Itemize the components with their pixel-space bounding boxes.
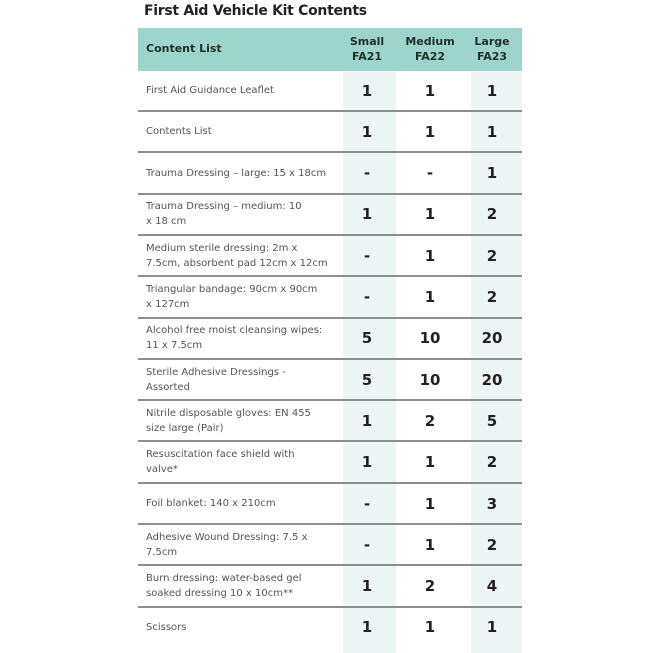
- quantity-small: 1: [361, 205, 373, 224]
- quantity-medium: 1: [424, 494, 436, 513]
- quantity-small: 1: [361, 577, 373, 596]
- page-title: First Aid Vehicle Kit Contents: [144, 3, 367, 19]
- quantity-large: 20: [481, 329, 503, 348]
- quantity-medium: 1: [424, 81, 436, 100]
- item-label: Resuscitation face shield with valve*: [146, 449, 295, 476]
- item-label: Trauma Dressing – large: 15 x 18cm: [146, 167, 327, 179]
- quantity-large: 4: [486, 577, 498, 596]
- small-column-shade: [343, 71, 396, 653]
- large-column-shade: [471, 71, 522, 653]
- item-label: Burn dressing: water-based gel soaked dr…: [146, 573, 302, 600]
- item-label: Adhesive Wound Dressing: 7.5 x 7.5cm: [146, 531, 308, 558]
- table-row: Scissors 1 1 1: [138, 608, 522, 649]
- quantity-small: 1: [361, 411, 373, 430]
- quantity-small: 1: [361, 81, 373, 100]
- item-label: Foil blanket: 140 x 210cm: [146, 498, 276, 509]
- quantity-large: 1: [486, 122, 498, 141]
- quantity-large: 1: [486, 618, 498, 637]
- quantity-small: -: [363, 164, 371, 183]
- quantity-small: 1: [361, 122, 373, 141]
- table-row: Alcohol free moist cleansing wipes: 11 x…: [138, 319, 522, 360]
- quantity-medium: -: [426, 164, 434, 183]
- quantity-medium: 1: [424, 246, 436, 265]
- quantity-medium: 1: [424, 618, 436, 637]
- quantity-large: 3: [486, 494, 498, 513]
- item-label: Alcohol free moist cleansing wipes: 11 x…: [146, 325, 323, 352]
- header-small: Small FA21: [349, 35, 385, 63]
- item-label: Sterile Adhesive Dressings - Assorted: [146, 366, 286, 393]
- quantity-small: -: [363, 246, 371, 265]
- header-content-list: Content List: [146, 42, 222, 55]
- item-label: Contents List: [146, 126, 212, 138]
- item-label: Trauma Dressing – medium: 10 x 18 cm: [146, 201, 302, 228]
- quantity-small: -: [363, 535, 371, 554]
- table-header: Content List Small FA21 Medium FA22 Larg…: [138, 28, 522, 71]
- quantity-large: 1: [486, 81, 498, 100]
- quantity-small: -: [363, 494, 371, 513]
- item-label: Triangular bandage: 90cm x 90cm x 127cm: [146, 284, 318, 310]
- table-row: Contents List 1 1 1: [138, 112, 522, 154]
- table-row: Sterile Adhesive Dressings - Assorted 5 10…: [138, 360, 522, 402]
- quantity-large: 2: [486, 288, 498, 306]
- quantity-medium: 10: [419, 370, 441, 389]
- table-row: Adhesive Wound Dressing: 7.5 x 7.5cm - 1 2: [138, 525, 522, 567]
- table-row: Foil blanket: 140 x 210cm - 1 3: [138, 484, 522, 525]
- quantity-medium: 2: [424, 577, 436, 596]
- item-label: Medium sterile dressing: 2m x 7.5cm, abs…: [146, 242, 328, 269]
- quantity-medium: 1: [424, 122, 436, 141]
- item-label: Nitrile disposable gloves: EN 455 size l…: [146, 407, 311, 434]
- table-row: Trauma Dressing – medium: 10 x 18 cm 1 1 2: [138, 195, 522, 236]
- header-large: Large FA23: [474, 35, 510, 63]
- table-row: Medium sterile dressing: 2m x 7.5cm, abs…: [138, 236, 522, 278]
- quantity-large: 2: [486, 535, 498, 554]
- quantity-medium: 1: [424, 288, 436, 306]
- quantity-small: 5: [361, 329, 373, 348]
- quantity-small: -: [363, 288, 371, 306]
- table-row: Triangular bandage: 90cm x 90cm x 127cm -…: [138, 278, 522, 319]
- table-row: Nitrile disposable gloves: EN 455 size l…: [138, 401, 522, 443]
- quantity-medium: 1: [424, 535, 436, 554]
- quantity-large: 20: [481, 370, 503, 389]
- quantity-small: 5: [361, 370, 373, 389]
- quantity-medium: 2: [424, 411, 436, 430]
- item-label: Scissors: [146, 621, 187, 633]
- quantity-large: 2: [486, 205, 498, 224]
- table-row: Resuscitation face shield with valve* 1 1 2: [138, 443, 522, 484]
- header-medium: Medium FA22: [405, 35, 455, 63]
- table-row: First Aid Guidance Leaflet 1 1 1: [138, 71, 522, 112]
- quantity-small: 1: [361, 618, 373, 637]
- quantity-small: 1: [361, 453, 373, 472]
- quantity-large: 5: [486, 411, 498, 430]
- item-label: First Aid Guidance Leaflet: [146, 85, 274, 96]
- table-row: Trauma Dressing – large: 15 x 18cm - - 1: [138, 154, 522, 195]
- quantity-medium: 10: [419, 329, 441, 348]
- quantity-large: 2: [486, 453, 498, 472]
- quantity-medium: 1: [424, 205, 436, 224]
- table-row: Burn dressing: water-based gel soaked dr…: [138, 567, 522, 608]
- quantity-large: 2: [486, 246, 498, 265]
- quantity-large: 1: [486, 164, 498, 183]
- quantity-medium: 1: [424, 453, 436, 472]
